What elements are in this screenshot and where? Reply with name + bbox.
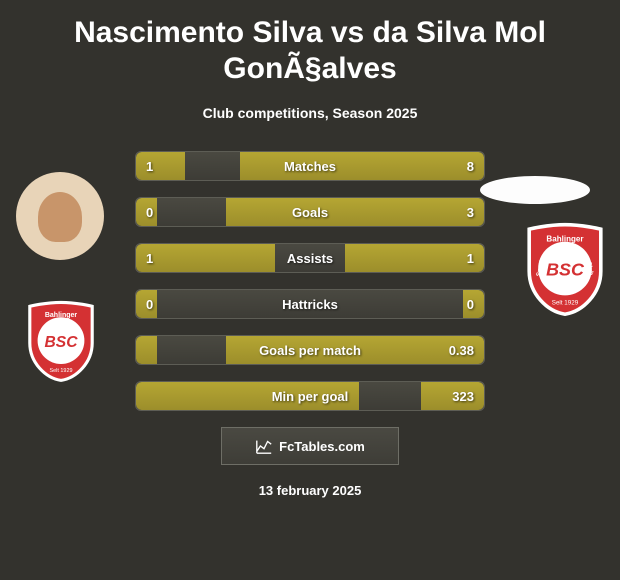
page-title: Nascimento Silva vs da Silva Mol GonÃ§al…: [20, 15, 600, 87]
stats-table: 1Matches80Goals31Assists10Hattricks0Goal…: [135, 151, 485, 411]
stat-value-right: 8: [467, 159, 474, 174]
svg-text:BSC: BSC: [45, 334, 79, 351]
svg-text:Selt 1929: Selt 1929: [49, 368, 72, 374]
stat-row: 0Goals3: [135, 197, 485, 227]
stat-value-right: 0.38: [449, 343, 474, 358]
stat-value-right: 323: [452, 389, 474, 404]
stat-label: Matches: [136, 159, 484, 174]
stat-value-right: 3: [467, 205, 474, 220]
stat-label: Goals per match: [136, 343, 484, 358]
stat-value-right: 1: [467, 251, 474, 266]
svg-text:BSC: BSC: [546, 260, 585, 280]
footer-branding[interactable]: FcTables.com: [221, 427, 399, 465]
stat-row: 1Assists1: [135, 243, 485, 273]
date-label: 13 february 2025: [20, 483, 600, 498]
club-logo-right: Bahlinger Sport Club BSC Selt 1929: [520, 222, 610, 316]
stat-value-right: 0: [467, 297, 474, 312]
svg-text:Selt 1929: Selt 1929: [552, 299, 579, 306]
club-logo-left: Bahlinger BSC Selt 1929: [22, 300, 100, 382]
svg-text:Bahlinger: Bahlinger: [45, 312, 78, 319]
stat-row: 1Matches8: [135, 151, 485, 181]
stat-row: Goals per match0.38: [135, 335, 485, 365]
stat-row: 0Hattricks0: [135, 289, 485, 319]
stat-label: Hattricks: [136, 297, 484, 312]
chart-icon: [255, 437, 273, 455]
stat-label: Assists: [136, 251, 484, 266]
footer-text: FcTables.com: [279, 439, 365, 454]
svg-text:Bahlinger: Bahlinger: [546, 235, 584, 244]
player-left-avatar: [16, 172, 104, 260]
subtitle: Club competitions, Season 2025: [20, 105, 600, 121]
stat-row: Min per goal323: [135, 381, 485, 411]
player-right-avatar: [480, 176, 590, 204]
stat-label: Goals: [136, 205, 484, 220]
stat-label: Min per goal: [136, 389, 484, 404]
